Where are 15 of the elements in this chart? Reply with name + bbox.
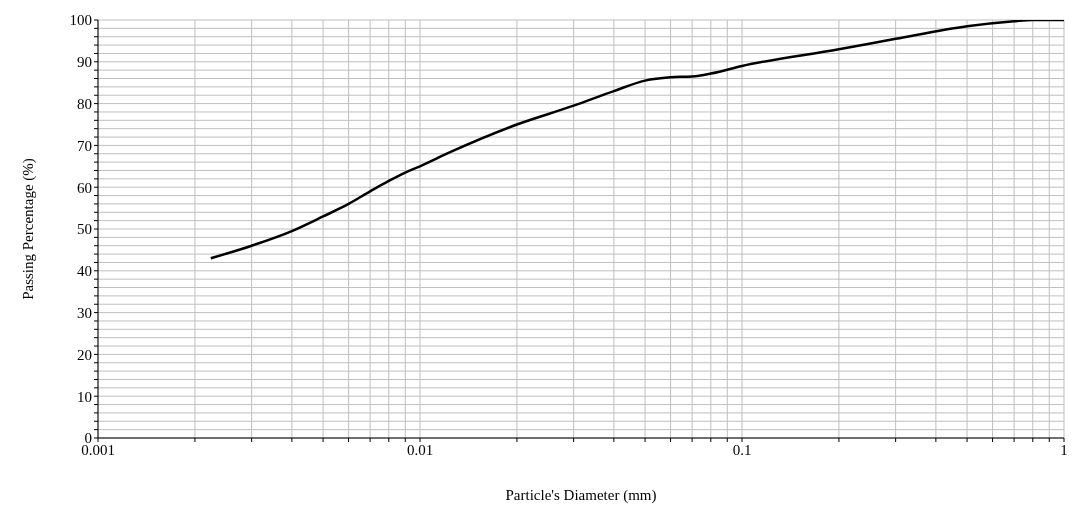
y-tick-label: 10	[77, 388, 92, 405]
y-tick-label: 100	[69, 12, 92, 29]
y-axis-title: Passing Percentage (%)	[20, 158, 38, 300]
x-tick-label: 0.01	[406, 441, 434, 458]
y-tick-label: 80	[77, 95, 92, 112]
x-tick-label: 1	[1060, 441, 1068, 458]
x-tick-label: 0.1	[732, 441, 752, 458]
y-tick-label: 70	[77, 137, 92, 154]
y-tick-label: 50	[77, 221, 92, 238]
y-tick-label: 20	[77, 346, 92, 363]
y-tick-label: 40	[77, 263, 92, 280]
y-tick-label: 30	[77, 304, 92, 321]
y-tick-label: 60	[77, 179, 92, 196]
y-tick-label: 90	[77, 54, 92, 71]
x-axis-title: Particle's Diameter (mm)	[505, 487, 657, 504]
